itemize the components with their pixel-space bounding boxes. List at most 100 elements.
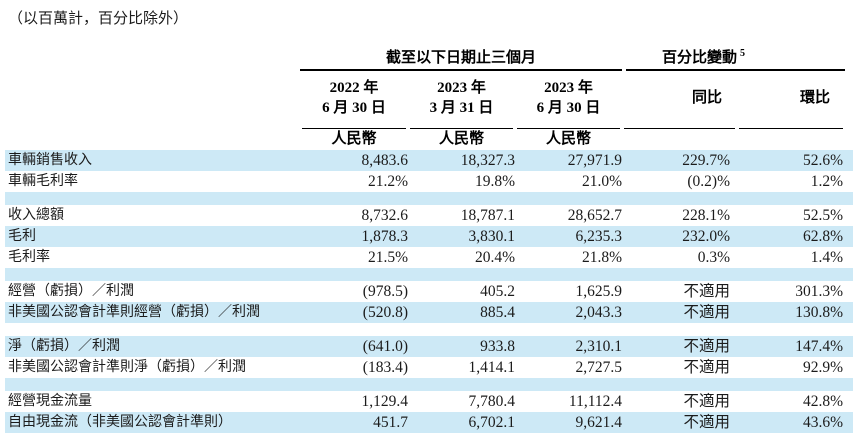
column-header-year: 2022 年 bbox=[329, 79, 379, 96]
value-cell: 1.2% bbox=[810, 173, 843, 190]
value-cell: 232.0% bbox=[682, 228, 730, 245]
value-cell: 43.6% bbox=[802, 414, 843, 431]
value-cell: 1,878.3 bbox=[361, 228, 409, 245]
currency-empty-qoq bbox=[737, 129, 845, 150]
value-cell: 1,414.1 bbox=[468, 359, 516, 376]
column-header-2022-06-30: 2022 年 6 月 30 日 bbox=[302, 67, 406, 129]
value-cell: 2,310.1 bbox=[575, 338, 623, 355]
value-cell: 21.8% bbox=[581, 249, 622, 266]
currency-label-spacer bbox=[5, 129, 300, 150]
value-cell: 52.6% bbox=[802, 152, 843, 169]
currency-header: 人民幣 bbox=[331, 131, 377, 147]
value-cell: 8,732.6 bbox=[361, 207, 409, 224]
table-row: 非美國公認會計準則經營（虧損）／利潤 (520.8) 885.4 2,043.3… bbox=[5, 302, 853, 323]
row-label: 自由現金流（非美國公認會計準則） bbox=[8, 415, 232, 430]
column-header-row: 2022 年 6 月 30 日 2023 年 3 月 31 日 2023 年 6… bbox=[5, 67, 853, 129]
row-tail bbox=[845, 247, 853, 268]
row-label: 車輛銷售收入 bbox=[8, 153, 92, 168]
value-cell: 52.5% bbox=[802, 207, 843, 224]
value-cell: 2,727.5 bbox=[575, 359, 623, 376]
value-cell: 933.8 bbox=[480, 338, 515, 355]
table-row: 淨（虧損）／利潤 (641.0) 933.8 2,310.1 不適用 147.4… bbox=[5, 336, 853, 357]
units-note: （以百萬計，百分比除外） bbox=[8, 11, 189, 27]
table-row: 自由現金流（非美國公認會計準則） 451.7 6,702.1 9,621.4 不… bbox=[5, 412, 853, 433]
column-header-year: 2023 年 bbox=[544, 79, 593, 96]
value-cell: 1,129.4 bbox=[361, 393, 409, 410]
row-tail bbox=[845, 336, 853, 357]
table-row: 收入總額 8,732.6 18,787.1 28,652.7 228.1% 52… bbox=[5, 205, 853, 226]
row-label: 非美國公認會計準則經營（虧損）／利潤 bbox=[8, 305, 260, 320]
table-row: 毛利 1,878.3 3,830.1 6,235.3 232.0% 62.8% bbox=[5, 226, 853, 247]
table-row: 車輛銷售收入 8,483.6 18,327.3 27,971.9 229.7% … bbox=[5, 150, 853, 171]
row-tail bbox=[845, 226, 853, 247]
row-tail bbox=[845, 412, 853, 433]
value-cell: 21.5% bbox=[367, 249, 408, 266]
value-cell: 0.3% bbox=[697, 249, 730, 266]
footnote-marker: 5 bbox=[740, 48, 745, 59]
currency-header: 人民幣 bbox=[438, 131, 484, 147]
table-row: 非美國公認會計準則淨（虧損）／利潤 (183.4) 1,414.1 2,727.… bbox=[5, 357, 853, 378]
value-cell: 19.8% bbox=[474, 173, 515, 190]
value-cell: 229.7% bbox=[682, 152, 730, 169]
group-header-row: 截至以下日期止三個月 百分比變動 5 bbox=[5, 44, 853, 71]
value-cell: 11,112.4 bbox=[568, 393, 622, 410]
value-cell: (641.0) bbox=[362, 338, 408, 355]
row-tail bbox=[845, 171, 853, 192]
value-cell: 27,971.9 bbox=[567, 152, 622, 169]
column-header-year: 2023 年 bbox=[437, 79, 486, 96]
value-cell: 62.8% bbox=[802, 228, 843, 245]
row-label: 淨（虧損）／利潤 bbox=[8, 339, 120, 354]
row-tail bbox=[845, 357, 853, 378]
value-cell: 405.2 bbox=[480, 283, 515, 300]
column-header-yoy: 同比 bbox=[624, 67, 735, 129]
column-header-tail bbox=[845, 67, 853, 129]
table-body: 車輛銷售收入 8,483.6 18,327.3 27,971.9 229.7% … bbox=[5, 150, 853, 433]
column-header-qoq: 環比 bbox=[739, 67, 843, 129]
column-header-label-spacer bbox=[5, 67, 300, 129]
spacer-row bbox=[5, 268, 853, 281]
currency-empty-yoy bbox=[622, 129, 737, 150]
value-cell: (520.8) bbox=[362, 304, 408, 321]
value-cell: 不適用 bbox=[683, 304, 730, 321]
column-header-2023-06-30: 2023 年 6 月 30 日 bbox=[517, 67, 620, 129]
value-cell: 8,483.6 bbox=[361, 152, 409, 169]
row-label: 經營（虧損）／利潤 bbox=[8, 284, 134, 299]
value-cell: 20.4% bbox=[474, 249, 515, 266]
value-cell: 不適用 bbox=[683, 338, 730, 355]
value-cell: 21.0% bbox=[581, 173, 622, 190]
currency-row: 人民幣 人民幣 人民幣 bbox=[5, 129, 853, 150]
spacer-row bbox=[5, 323, 853, 336]
currency-row-tail bbox=[845, 129, 853, 150]
value-cell: 不適用 bbox=[683, 393, 730, 410]
value-cell: 不適用 bbox=[683, 414, 730, 431]
spacer-row bbox=[5, 192, 853, 205]
currency-header: 人民幣 bbox=[545, 131, 591, 147]
value-cell: 92.9% bbox=[802, 359, 843, 376]
column-header-yoy-label: 同比 bbox=[691, 89, 722, 106]
value-cell: 228.1% bbox=[682, 207, 730, 224]
value-cell: 42.8% bbox=[802, 393, 843, 410]
value-cell: 7,780.4 bbox=[468, 393, 516, 410]
table-row: 經營現金流量 1,129.4 7,780.4 11,112.4 不適用 42.8… bbox=[5, 391, 853, 412]
table-row: 經營（虧損）／利潤 (978.5) 405.2 1,625.9 不適用 301.… bbox=[5, 281, 853, 302]
row-label: 非美國公認會計準則淨（虧損）／利潤 bbox=[8, 360, 246, 375]
row-label: 收入總額 bbox=[8, 208, 64, 223]
column-header-qoq-label: 環比 bbox=[799, 89, 830, 106]
column-header-date: 3 月 31 日 bbox=[429, 99, 494, 116]
value-cell: 18,787.1 bbox=[460, 207, 515, 224]
value-cell: 301.3% bbox=[795, 283, 843, 300]
row-tail bbox=[845, 302, 853, 323]
value-cell: (978.5) bbox=[362, 283, 408, 300]
row-label: 車輛毛利率 bbox=[8, 174, 78, 189]
value-cell: 3,830.1 bbox=[468, 228, 516, 245]
pct-change-group-header: 百分比變動 5 bbox=[626, 44, 845, 71]
value-cell: 147.4% bbox=[795, 338, 843, 355]
value-cell: 28,652.7 bbox=[567, 207, 622, 224]
row-tail bbox=[845, 150, 853, 171]
pct-change-group-header-text: 百分比變動 bbox=[661, 50, 737, 66]
value-cell: 885.4 bbox=[480, 304, 515, 321]
table-row: 車輛毛利率 21.2% 19.8% 21.0% (0.2)% 1.2% bbox=[5, 171, 853, 192]
row-label: 毛利率 bbox=[8, 250, 50, 265]
value-cell: 130.8% bbox=[795, 304, 843, 321]
